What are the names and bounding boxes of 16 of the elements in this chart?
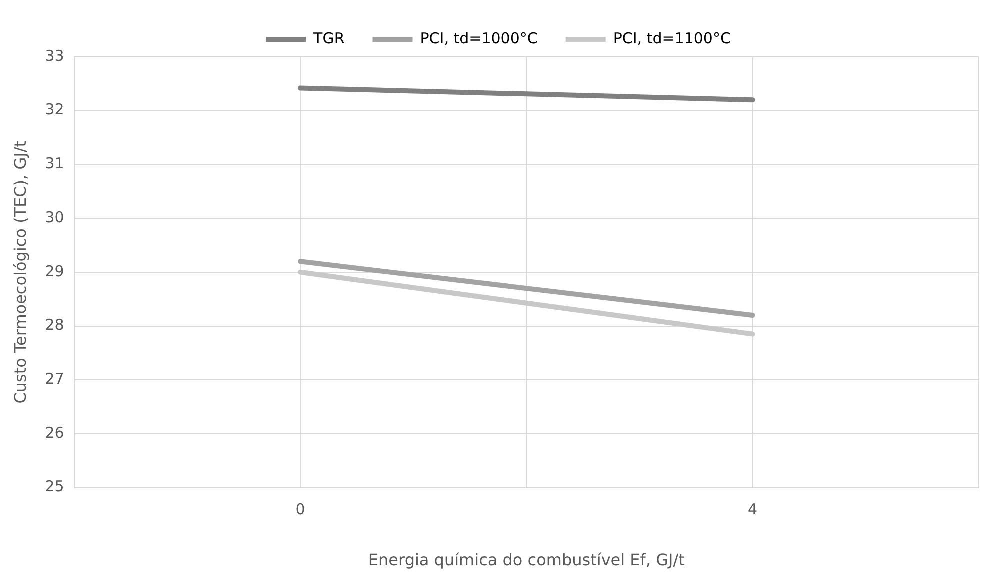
x-axis-title: Energia química do combustível Ef, GJ/t xyxy=(368,550,685,570)
legend-label: PCI, td=1000°C xyxy=(420,29,538,48)
legend-label: TGR xyxy=(312,29,345,48)
y-tick-label: 29 xyxy=(45,262,64,280)
y-axis-title: Custo Termoecológico (TEC), GJ/t xyxy=(10,141,30,404)
legend-label: PCI, td=1100°C xyxy=(613,29,731,48)
y-tick-label: 33 xyxy=(45,46,64,65)
y-tick-label: 32 xyxy=(45,100,64,119)
x-tick-label: 0 xyxy=(296,500,306,519)
y-tick-label: 25 xyxy=(45,478,64,496)
y-tick-label: 30 xyxy=(45,208,64,226)
y-tick-label: 27 xyxy=(45,370,64,388)
y-tick-label: 26 xyxy=(45,424,64,442)
x-tick-label: 4 xyxy=(748,500,758,519)
y-tick-label: 31 xyxy=(45,154,64,173)
y-tick-label: 28 xyxy=(45,316,64,334)
